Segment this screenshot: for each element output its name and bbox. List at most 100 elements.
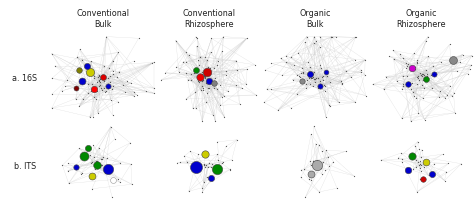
- Point: [76, 48, 84, 51]
- Point: [192, 107, 200, 110]
- Point: [51, 64, 59, 68]
- Point: [208, 37, 215, 40]
- Point: [90, 155, 98, 158]
- Point: [306, 73, 314, 77]
- Point: [88, 160, 96, 164]
- Point: [407, 87, 415, 90]
- Point: [444, 93, 451, 97]
- Point: [182, 72, 190, 75]
- Text: Conventional
Bulk: Conventional Bulk: [76, 9, 129, 29]
- Point: [113, 75, 121, 79]
- Point: [62, 85, 69, 88]
- Point: [307, 178, 315, 182]
- Point: [466, 67, 474, 71]
- Point: [207, 165, 215, 169]
- Point: [201, 164, 208, 167]
- Point: [195, 81, 203, 84]
- Point: [109, 114, 117, 117]
- Point: [421, 118, 428, 121]
- Point: [103, 85, 111, 88]
- Point: [413, 75, 420, 78]
- Point: [116, 70, 123, 73]
- Point: [418, 72, 426, 76]
- Point: [88, 187, 96, 190]
- Point: [199, 119, 206, 123]
- Point: [424, 35, 432, 38]
- Point: [338, 81, 346, 84]
- Point: [202, 155, 210, 159]
- Text: Conventional
Rhizosphere: Conventional Rhizosphere: [182, 9, 235, 29]
- Point: [453, 69, 460, 73]
- Point: [328, 35, 336, 38]
- Point: [201, 76, 209, 79]
- Point: [419, 75, 426, 78]
- Point: [251, 63, 258, 66]
- Point: [211, 77, 219, 80]
- Point: [357, 69, 365, 72]
- Point: [102, 35, 110, 38]
- Point: [446, 43, 454, 46]
- Point: [199, 70, 206, 74]
- Point: [316, 45, 323, 48]
- Point: [103, 157, 110, 160]
- Point: [209, 113, 217, 117]
- Point: [202, 101, 210, 104]
- Point: [310, 76, 317, 79]
- Point: [190, 160, 198, 163]
- Point: [219, 160, 227, 164]
- Point: [317, 80, 324, 83]
- Point: [150, 87, 157, 90]
- Point: [317, 84, 324, 88]
- Point: [98, 88, 106, 92]
- Point: [312, 77, 319, 80]
- Point: [90, 95, 98, 98]
- Point: [310, 125, 318, 128]
- Point: [322, 115, 330, 118]
- Point: [192, 35, 200, 38]
- Point: [304, 61, 312, 64]
- Point: [420, 73, 428, 76]
- Point: [123, 79, 131, 83]
- Point: [210, 86, 218, 89]
- Point: [58, 89, 65, 93]
- Point: [200, 88, 207, 92]
- Point: [90, 144, 97, 147]
- Point: [361, 73, 369, 76]
- Point: [203, 70, 210, 73]
- Point: [213, 87, 221, 91]
- Point: [89, 82, 96, 86]
- Point: [210, 82, 218, 85]
- Point: [318, 166, 325, 169]
- Point: [329, 160, 337, 163]
- Point: [423, 74, 431, 77]
- Point: [429, 64, 437, 68]
- Point: [173, 65, 180, 69]
- Point: [415, 163, 422, 166]
- Point: [211, 119, 219, 123]
- Point: [357, 70, 365, 74]
- Point: [428, 172, 435, 176]
- Point: [199, 186, 206, 189]
- Point: [130, 95, 138, 98]
- Point: [218, 95, 226, 99]
- Point: [48, 52, 55, 55]
- Point: [323, 74, 330, 78]
- Point: [201, 152, 209, 156]
- Point: [414, 58, 421, 62]
- Point: [76, 68, 83, 72]
- Point: [324, 155, 332, 158]
- Point: [297, 71, 305, 74]
- Point: [64, 162, 72, 165]
- Point: [59, 164, 66, 167]
- Point: [197, 76, 204, 79]
- Point: [414, 140, 421, 143]
- Point: [228, 158, 236, 162]
- Point: [204, 166, 212, 169]
- Point: [101, 74, 109, 78]
- Point: [451, 91, 458, 95]
- Point: [417, 73, 425, 77]
- Point: [418, 148, 425, 151]
- Point: [337, 79, 345, 83]
- Point: [419, 79, 427, 82]
- Point: [206, 161, 213, 164]
